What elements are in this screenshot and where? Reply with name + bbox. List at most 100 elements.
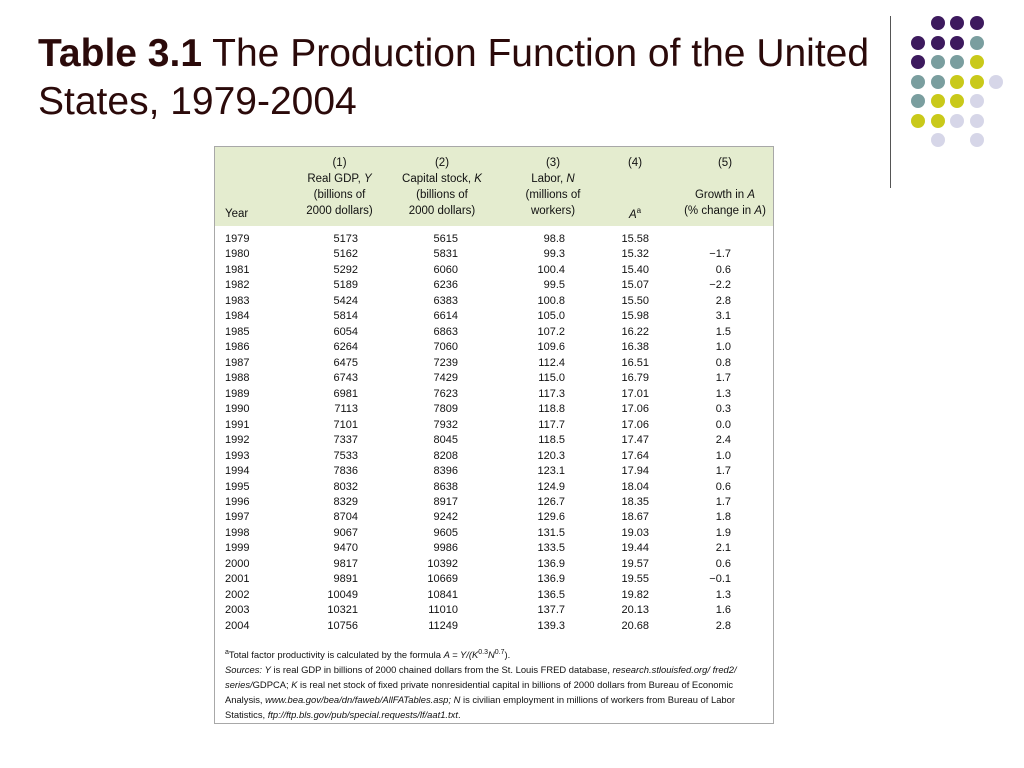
cell-labor: 133.5: [537, 542, 565, 555]
decorative-dot: [930, 35, 945, 50]
cell-year: 2000: [225, 557, 250, 570]
cell-labor: 115.0: [538, 372, 565, 385]
table-row: 2004 10756 11249 139.3 20.68 2.8: [215, 619, 773, 634]
table-row: 2001 9891 10669 136.9 19.55 −0.1: [215, 572, 773, 587]
table-header: Year (1) Real GDP, Y (billions of 2000 d…: [215, 147, 773, 226]
cell-tfp: 15.07: [621, 279, 649, 292]
cell-growth: 0.6: [715, 263, 731, 276]
cell-year: 2001: [225, 573, 250, 586]
cell-gdp: 10756: [327, 619, 358, 632]
cell-growth: 2.8: [715, 294, 731, 307]
decorative-dot: [930, 55, 945, 69]
cell-growth: 1.5: [715, 325, 731, 338]
cell-gdp: 7533: [333, 449, 358, 462]
cell-capital: 6383: [433, 294, 458, 307]
cell-growth: 1.7: [715, 372, 731, 385]
decorative-dot: [950, 55, 964, 69]
cell-tfp: 16.22: [621, 325, 649, 338]
cell-tfp: 16.38: [621, 341, 649, 354]
cell-tfp: 17.47: [621, 434, 649, 447]
cell-gdp: 9817: [333, 557, 358, 570]
decorative-dot: [989, 74, 1003, 89]
cell-gdp: 5162: [333, 248, 358, 261]
table-row: 2000 9817 10392 136.9 19.57 0.6: [215, 557, 773, 572]
cell-labor: 99.5: [543, 279, 565, 292]
header-gdp-line1: Real GDP, Y: [307, 173, 372, 185]
cell-tfp: 16.51: [621, 356, 649, 369]
cell-gdp: 6264: [333, 341, 358, 354]
header-capital-num: (2): [434, 157, 450, 169]
header-labor: (3) Labor, N (millions of workers): [503, 155, 603, 219]
cell-tfp: 17.01: [621, 387, 649, 400]
cell-labor: 112.4: [538, 356, 565, 369]
cell-gdp: 6981: [333, 387, 358, 400]
decorative-dot: [930, 113, 945, 128]
cell-year: 1986: [225, 341, 250, 354]
decorative-dot: [930, 16, 945, 30]
header-growth-num: (5): [717, 157, 733, 169]
cell-labor: 126.7: [537, 495, 565, 508]
cell-growth: 1.3: [715, 588, 731, 601]
cell-year: 1987: [225, 356, 250, 369]
decorative-dot: [969, 113, 984, 128]
decorative-dot: [950, 113, 964, 128]
table-row: 1994 7836 8396 123.1 17.94 1.7: [215, 464, 773, 479]
cell-tfp: 17.94: [621, 465, 649, 478]
cell-labor: 117.3: [538, 387, 565, 400]
cell-growth: 0.0: [715, 418, 731, 431]
cell-tfp: 20.68: [621, 619, 649, 632]
table-row: 1988 6743 7429 115.0 16.79 1.7: [215, 371, 773, 386]
decorative-dot: [930, 94, 945, 108]
header-labor-line2: (millions of: [525, 189, 581, 201]
cell-capital: 7932: [433, 418, 458, 431]
cell-year: 1999: [225, 542, 250, 555]
cell-capital: 9986: [433, 542, 458, 555]
table-row: 1979 5173 5615 98.8 15.58: [215, 232, 773, 247]
header-capital-line3: 2000 dollars): [408, 205, 476, 217]
cell-gdp: 5173: [333, 233, 358, 245]
cell-year: 1981: [225, 263, 250, 276]
cell-labor: 129.6: [537, 511, 565, 524]
cell-tfp: 17.64: [621, 449, 649, 462]
cell-tfp: 15.50: [621, 294, 649, 307]
cell-capital: 10392: [427, 557, 458, 570]
decorative-dot: [911, 74, 925, 89]
cell-year: 1992: [225, 434, 250, 447]
cell-year: 1985: [225, 325, 250, 338]
cell-year: 2004: [225, 619, 250, 632]
table-body: 1979 5173 5615 98.8 15.58 1980 5162 5831 99.3 15.…: [215, 232, 773, 634]
table-row: 1981 5292 6060 100.4 15.40 0.6: [215, 263, 773, 278]
table-row: 1997 8704 9242 129.6 18.67 1.8: [215, 510, 773, 525]
table-row: 1999 9470 9986 133.5 19.44 2.1: [215, 541, 773, 556]
footnote: aTotal factor productivity is calculated…: [225, 649, 511, 661]
cell-year: 2003: [225, 604, 250, 617]
cell-capital: 7809: [433, 403, 458, 416]
cell-growth: 0.3: [715, 403, 731, 416]
cell-gdp: 7113: [334, 403, 358, 416]
cell-labor: 137.7: [537, 604, 565, 617]
cell-growth: 0.8: [715, 356, 731, 369]
cell-growth: 3.1: [715, 310, 731, 323]
cell-tfp: 19.44: [621, 542, 649, 555]
vertical-divider: [890, 16, 891, 188]
decorative-dot: [969, 55, 984, 69]
table-row: 1993 7533 8208 120.3 17.64 1.0: [215, 449, 773, 464]
cell-gdp: 9067: [333, 526, 358, 539]
cell-gdp: 8704: [333, 511, 358, 524]
cell-tfp: 18.67: [621, 511, 649, 524]
cell-gdp: 5814: [333, 310, 358, 323]
cell-labor: 131.5: [537, 526, 565, 539]
cell-year: 1991: [225, 418, 250, 431]
cell-growth: 1.7: [715, 495, 731, 508]
decorative-dot: [969, 94, 984, 108]
table-row: 1982 5189 6236 99.5 15.07 −2.2: [215, 278, 773, 293]
cell-labor: 109.6: [537, 341, 565, 354]
cell-labor: 123.1: [537, 465, 565, 478]
cell-growth: −0.1: [709, 573, 731, 586]
cell-gdp: 7101: [333, 418, 358, 431]
cell-labor: 100.8: [537, 294, 565, 307]
cell-capital: 5831: [433, 248, 458, 261]
cell-growth: 2.8: [715, 619, 731, 632]
table-row: 1995 8032 8638 124.9 18.04 0.6: [215, 480, 773, 495]
table-row: 1984 5814 6614 105.0 15.98 3.1: [215, 309, 773, 324]
